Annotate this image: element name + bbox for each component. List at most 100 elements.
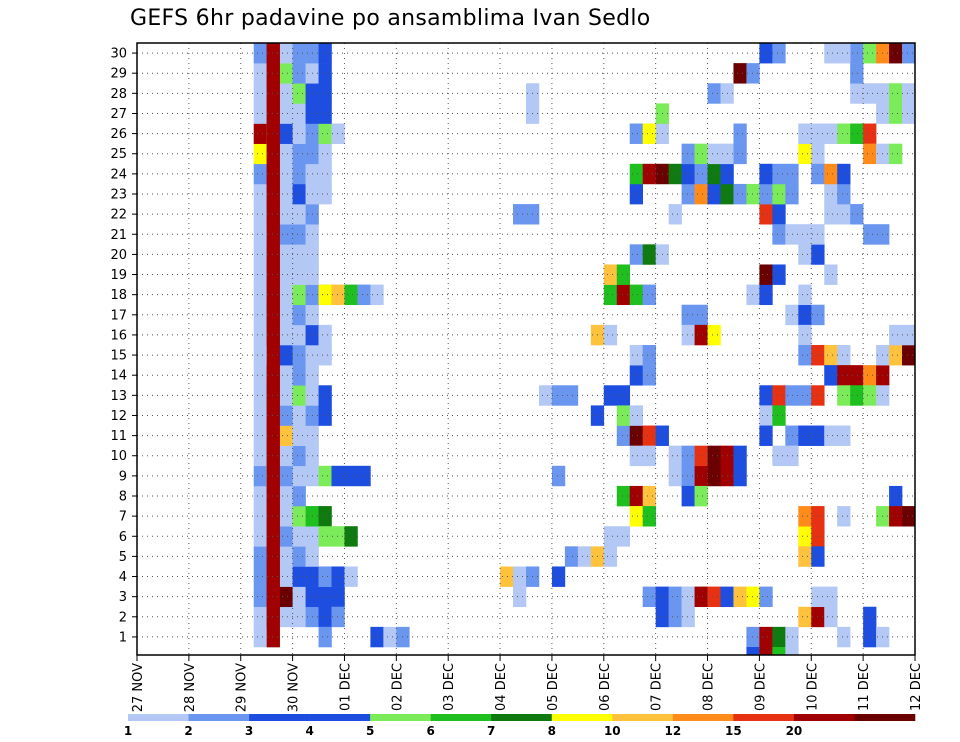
heatmap-cell	[279, 204, 293, 225]
heatmap-cell	[824, 123, 838, 144]
heatmap-cell	[279, 465, 293, 487]
y-tick-label: 11	[110, 429, 127, 444]
legend-tick-label: 6	[427, 724, 435, 738]
heatmap-cell	[694, 586, 708, 608]
legend-tick-label: 1	[124, 724, 132, 738]
heatmap-cell	[279, 385, 293, 406]
heatmap-cell	[642, 284, 656, 306]
heatmap-cell	[266, 224, 280, 245]
heatmap-cell	[266, 385, 280, 406]
heatmap-cell	[733, 63, 747, 84]
heatmap-cell	[668, 445, 682, 467]
heatmap-cell	[746, 586, 760, 608]
heatmap-cell	[253, 546, 267, 567]
heatmap-cell	[318, 63, 332, 84]
heatmap-cell	[357, 284, 371, 306]
cells-layer	[253, 43, 916, 656]
heatmap-cell	[331, 465, 345, 487]
y-tick-label: 12	[110, 409, 127, 424]
heatmap-cell	[318, 345, 332, 366]
heatmap-cell	[616, 405, 631, 426]
legend-tick-label: 2	[184, 724, 192, 738]
heatmap-cell	[292, 606, 306, 628]
heatmap-cell	[785, 647, 799, 656]
heatmap-cell	[318, 43, 332, 64]
heatmap-cell	[824, 163, 838, 185]
heatmap-cell	[564, 546, 579, 567]
heatmap-cell	[344, 284, 358, 306]
heatmap-cell	[785, 304, 799, 326]
heatmap-cell	[629, 163, 643, 185]
y-tick-label: 7	[119, 510, 127, 525]
heatmap-cell	[266, 143, 280, 165]
y-tick-label: 26	[110, 127, 127, 142]
heatmap-cell	[772, 224, 786, 245]
heatmap-cell	[266, 365, 280, 386]
legend-tick-label: 7	[487, 724, 495, 738]
heatmap-cell	[850, 123, 864, 144]
legend-tick-label: 10	[604, 724, 621, 738]
heatmap-cell	[318, 103, 332, 124]
heatmap-cell	[279, 586, 293, 608]
heatmap-cell	[279, 566, 293, 587]
heatmap-cell	[759, 183, 773, 205]
heatmap-cell	[279, 83, 293, 104]
heatmap-cell	[292, 264, 306, 285]
heatmap-cell	[850, 43, 864, 64]
heatmap-cell	[318, 83, 332, 104]
heatmap-cell	[707, 83, 721, 104]
heatmap-cell	[850, 385, 864, 406]
heatmap-cell	[668, 204, 682, 225]
heatmap-cell	[629, 405, 643, 426]
heatmap-cell	[694, 304, 708, 326]
heatmap-cell	[668, 163, 682, 185]
heatmap-cell	[759, 405, 773, 426]
heatmap-cell	[279, 224, 293, 245]
heatmap-cell	[798, 425, 812, 446]
heatmap-cell	[889, 485, 903, 507]
y-tick-label: 4	[119, 570, 127, 585]
heatmap-cell	[785, 445, 799, 467]
heatmap-cell	[292, 224, 306, 245]
heatmap-cell	[331, 284, 345, 306]
heatmap-cell	[889, 345, 903, 366]
y-axis-ticks: 1234567891011121314151617181920212223242…	[110, 47, 137, 645]
x-tick-label: 09 DEC	[753, 663, 768, 711]
heatmap-cell	[772, 264, 786, 285]
heatmap-cell	[253, 83, 267, 104]
heatmap-cell	[824, 365, 838, 386]
heatmap-cell	[798, 244, 812, 265]
y-tick-label: 16	[110, 328, 127, 343]
heatmap-cell	[837, 204, 851, 225]
heatmap-cell	[318, 183, 332, 205]
heatmap-cell	[746, 183, 760, 205]
heatmap-cell	[513, 204, 527, 225]
heatmap-cell	[616, 264, 631, 285]
legend-swatch	[491, 714, 553, 721]
heatmap-cell	[279, 123, 293, 144]
y-tick-label: 2	[119, 610, 127, 625]
legend-swatch	[370, 714, 431, 721]
heatmap-cell	[798, 385, 812, 406]
heatmap-cell	[863, 385, 877, 406]
heatmap-cell	[642, 506, 656, 527]
heatmap-cell	[603, 546, 618, 567]
heatmap-cell	[837, 123, 851, 144]
heatmap-cell	[629, 445, 643, 467]
heatmap-cell	[266, 123, 280, 144]
heatmap-cell	[707, 465, 721, 487]
heatmap-cell	[707, 143, 721, 165]
heatmap-cell	[863, 626, 877, 648]
legend-swatch	[733, 714, 795, 721]
heatmap-cell	[707, 183, 721, 205]
heatmap-cell	[318, 506, 332, 527]
heatmap-cell	[837, 506, 851, 527]
heatmap-cell	[318, 465, 332, 487]
heatmap-cell	[318, 324, 332, 346]
heatmap-cell	[253, 566, 267, 587]
heatmap-cell	[292, 385, 306, 406]
x-tick-label: 08 DEC	[702, 663, 717, 711]
y-tick-label: 20	[110, 248, 127, 263]
legend-tick-label: 20	[786, 724, 803, 738]
heatmap-cell	[253, 63, 267, 84]
